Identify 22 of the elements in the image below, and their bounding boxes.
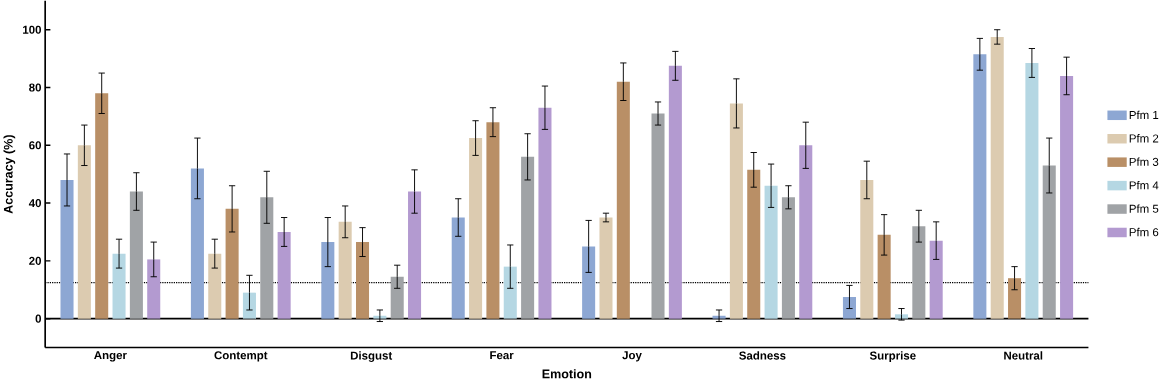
legend-label: Pfm 2: [1129, 134, 1159, 143]
y-tick-label: 40: [28, 199, 42, 208]
x-tick-label: Sadness: [739, 351, 786, 360]
x-tick-label: Contempt: [214, 351, 268, 362]
legend-label: Pfm 4: [1129, 181, 1159, 190]
y-tick-label: 0: [35, 314, 42, 323]
y-tick-label: 80: [29, 83, 42, 92]
legend-label: Pfm 5: [1129, 204, 1159, 213]
y-tick-label: 100: [23, 25, 41, 34]
x-tick-label: Joy: [622, 351, 642, 362]
x-tick-label: Neutral: [1004, 351, 1043, 360]
y-axis-title: Accuracy (%): [3, 135, 16, 214]
legend-label: Pfm 3: [1129, 157, 1159, 167]
x-tick-label: Surprise: [869, 351, 916, 363]
x-axis-title: Emotion: [542, 369, 592, 379]
x-tick-label: Anger: [94, 351, 127, 362]
legend-label: Pfm 6: [1129, 227, 1159, 237]
x-tick-label: Disgust: [350, 351, 393, 363]
y-tick-label: 60: [29, 141, 42, 150]
x-tick-label: Fear: [490, 351, 514, 360]
y-tick-label: 20: [29, 256, 42, 266]
legend-label: Pfm 1: [1129, 110, 1159, 120]
